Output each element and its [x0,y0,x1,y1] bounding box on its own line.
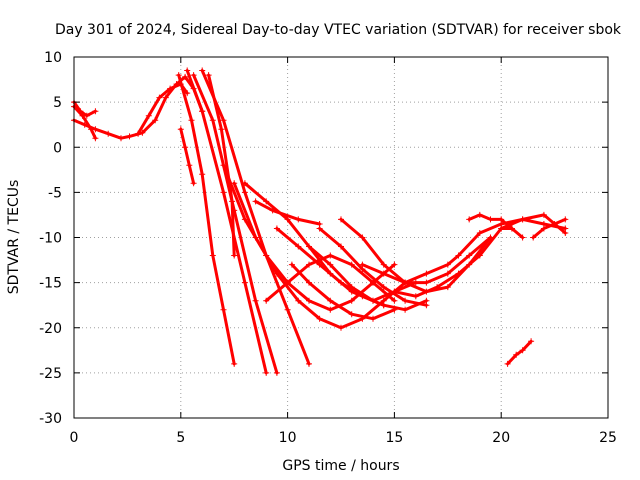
series-arc-27 [504,338,535,367]
data-point-markers [288,261,398,322]
series-arc-17 [316,225,430,309]
series-line [275,227,428,312]
series-arc-14 [252,198,323,227]
data-point-markers [504,338,535,367]
data-point-markers [175,72,238,367]
y-tick-label: -25 [39,366,62,382]
series-arc-8 [190,72,280,376]
data-point-markers [190,72,280,376]
series-arc-6 [175,72,238,367]
series-line [177,73,236,366]
y-tick-labels: -30 -25 -20 -15 -10 -5 0 5 10 [39,50,62,427]
data-point-markers [466,211,526,241]
data-point-markers [316,225,430,309]
chart-title: Day 301 of 2024, Sidereal Day-to-day VTE… [55,22,622,38]
series-line [531,217,567,239]
x-tick-label: 10 [279,430,297,446]
series-line [136,82,189,136]
axis-ticks [73,56,609,419]
series-arc-13 [241,180,419,304]
series-arc-20 [306,243,387,309]
data-point-markers [530,216,569,241]
series-line [318,227,428,307]
series-arc-26 [530,216,569,241]
y-tick-label: -5 [48,185,62,201]
series-line [179,127,196,185]
x-tick-labels: 0 5 10 15 20 25 [70,430,617,446]
series-line [467,213,525,239]
series-layer [71,67,569,376]
y-tick-label: 10 [44,50,62,66]
data-point-markers [241,180,419,304]
x-tick-label: 5 [176,430,185,446]
x-tick-label: 15 [385,430,403,446]
data-point-markers [177,126,197,187]
series-line [207,73,236,257]
series-line [72,100,97,118]
data-point-markers [498,211,569,236]
series-arc-9 [199,67,312,367]
y-tick-label: -30 [39,411,62,427]
data-point-markers [263,252,398,304]
series-arc-19 [263,252,398,304]
series-arc-10 [205,72,238,259]
x-tick-label: 20 [492,430,510,446]
series-arc-7 [184,67,270,376]
series-arc-5 [177,126,197,187]
series-line [254,199,322,226]
y-axis-label: SDTVAR / TECUs [6,180,22,295]
series-arc-24 [466,211,526,241]
y-tick-label: -10 [39,231,62,247]
y-tick-label: 5 [53,95,62,111]
grid [74,57,608,418]
series-arc-16 [288,261,398,322]
y-tick-label: -20 [39,321,62,337]
data-point-markers [205,72,238,259]
series-line [506,339,533,366]
series-arc-22 [391,225,515,300]
series-line [200,69,311,366]
y-tick-label: 0 [53,140,62,156]
x-axis-label: GPS time / hours [282,458,399,474]
data-point-markers [184,67,270,376]
y-tick-label: -15 [39,276,62,292]
series-line [290,263,396,321]
x-tick-label: 0 [70,430,79,446]
data-point-markers [306,243,387,309]
data-point-markers [252,198,323,227]
x-tick-label: 25 [599,430,617,446]
